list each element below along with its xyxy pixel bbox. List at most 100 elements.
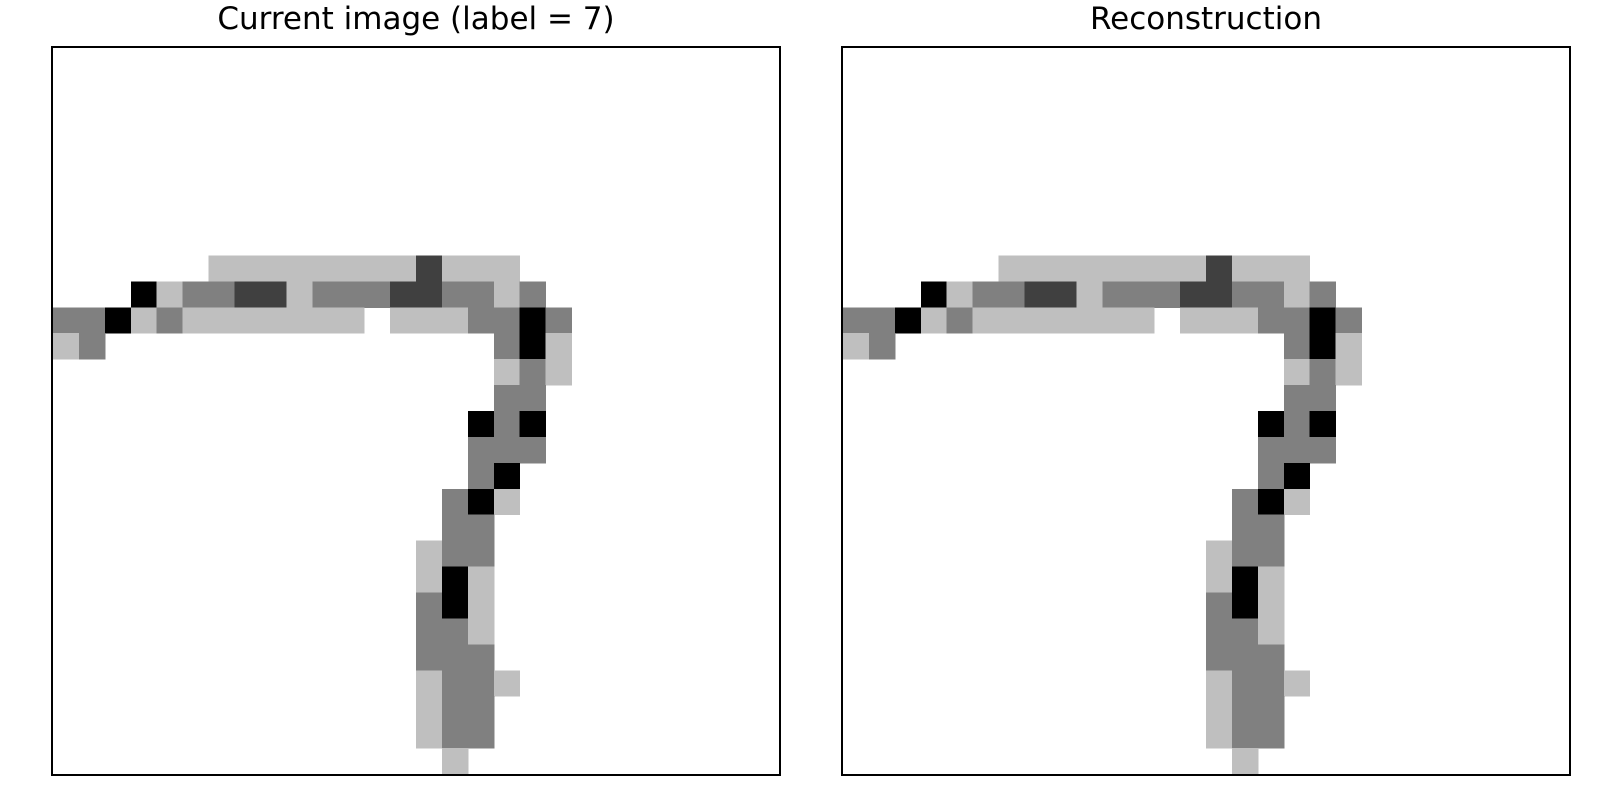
reconstruction-pixel-r20-c14 — [1206, 566, 1233, 594]
reconstruction-pixel-r9-c14 — [1206, 281, 1233, 308]
original-pixel-r16-c17 — [493, 462, 521, 490]
reconstruction-pixel-r10-c10 — [1102, 307, 1129, 334]
original-image-title: Current image (label = 7) — [217, 1, 615, 37]
original-pixel-r17-c17 — [493, 488, 521, 516]
reconstruction-pixel-r15-c17 — [1283, 436, 1311, 464]
original-pixel-r8-c10 — [312, 255, 339, 282]
reconstruction-pixel-r11-c18 — [1309, 333, 1337, 360]
original-pixel-r10-c19 — [545, 307, 573, 334]
reconstruction-pixel-r19-c15 — [1231, 540, 1259, 568]
reconstruction-pixels — [843, 255, 1363, 774]
original-pixel-r9-c18 — [519, 281, 547, 308]
original-pixel-r21-c15 — [441, 592, 469, 619]
original-image-axes — [51, 46, 781, 776]
original-pixel-r26-c16 — [467, 722, 495, 749]
reconstruction-pixel-r24-c17 — [1283, 670, 1311, 697]
reconstruction-pixel-r8-c15 — [1231, 255, 1259, 282]
reconstruction-pixel-r27-c15 — [1231, 748, 1259, 774]
reconstruction-pixel-r9-c7 — [1024, 281, 1051, 308]
reconstruction-pixel-r12-c17 — [1283, 359, 1311, 386]
reconstruction-pixel-r8-c9 — [1076, 255, 1103, 282]
original-pixel-r10-c16 — [467, 307, 495, 334]
reconstruction-pixel-r10-c16 — [1257, 307, 1285, 334]
original-pixel-r11-c19 — [545, 333, 573, 360]
reconstruction-pixel-r26-c15 — [1231, 722, 1259, 749]
reconstruction-pixel-r21-c15 — [1231, 592, 1259, 619]
original-pixel-r24-c16 — [467, 670, 495, 697]
original-pixel-r27-c15 — [441, 748, 469, 774]
original-pixel-r24-c15 — [441, 670, 469, 697]
original-pixel-r19-c16 — [467, 540, 495, 568]
original-pixel-r8-c6 — [208, 255, 236, 282]
reconstruction-pixel-r25-c14 — [1206, 696, 1233, 723]
original-pixel-r12-c18 — [519, 359, 547, 386]
original-pixel-r19-c15 — [441, 540, 469, 568]
original-pixel-r9-c17 — [493, 281, 521, 308]
reconstruction-pixel-r19-c14 — [1206, 540, 1233, 568]
original-pixel-r20-c14 — [416, 566, 443, 594]
reconstruction-pixel-r9-c16 — [1257, 281, 1285, 308]
reconstruction-pixel-r25-c16 — [1257, 696, 1285, 723]
original-pixel-r10-c11 — [338, 307, 365, 334]
reconstruction-pixel-r10-c14 — [1206, 307, 1233, 334]
original-pixel-r10-c0 — [53, 307, 80, 334]
original-pixel-r14-c16 — [467, 411, 495, 438]
reconstruction-pixel-r8-c13 — [1180, 255, 1207, 282]
reconstruction-pixel-r9-c4 — [946, 281, 974, 308]
original-pixel-r18-c16 — [467, 514, 495, 542]
reconstruction-pixel-r10-c1 — [868, 307, 896, 334]
reconstruction-pixel-r16-c17 — [1283, 462, 1311, 490]
original-pixel-r10-c15 — [441, 307, 469, 334]
original-pixel-r8-c16 — [467, 255, 495, 282]
reconstruction-pixel-r12-c18 — [1309, 359, 1337, 386]
reconstruction-pixel-r21-c16 — [1257, 592, 1285, 619]
reconstruction-pixel-r10-c19 — [1335, 307, 1363, 334]
original-pixel-r9-c6 — [208, 281, 236, 308]
original-pixel-r20-c15 — [441, 566, 469, 594]
original-pixel-r10-c9 — [286, 307, 313, 334]
reconstruction-pixel-r9-c10 — [1102, 281, 1129, 308]
reconstruction-pixel-r15-c18 — [1309, 436, 1337, 464]
original-pixel-r25-c16 — [467, 696, 495, 723]
reconstruction-pixel-r9-c9 — [1076, 281, 1103, 308]
reconstruction-pixel-r9-c3 — [920, 281, 948, 308]
reconstruction-pixel-r11-c17 — [1283, 333, 1311, 360]
reconstruction-panel: Reconstruction — [841, 0, 1571, 790]
original-pixel-r15-c16 — [467, 436, 495, 464]
original-pixel-r9-c8 — [260, 281, 287, 308]
original-pixel-r9-c7 — [234, 281, 261, 308]
original-pixel-r11-c1 — [78, 333, 106, 360]
reconstruction-pixel-r9-c11 — [1128, 281, 1155, 308]
original-pixel-r18-c15 — [441, 514, 469, 542]
reconstruction-pixel-r10-c6 — [998, 307, 1026, 334]
reconstruction-pixel-r9-c17 — [1283, 281, 1311, 308]
original-pixel-r26-c14 — [416, 722, 443, 749]
reconstruction-pixel-r10-c3 — [920, 307, 948, 334]
original-pixel-r9-c11 — [338, 281, 365, 308]
original-pixel-r13-c18 — [519, 385, 547, 412]
original-pixel-r25-c15 — [441, 696, 469, 723]
original-pixel-r8-c12 — [364, 255, 391, 282]
original-pixel-r9-c14 — [416, 281, 443, 308]
original-pixel-r9-c4 — [156, 281, 184, 308]
reconstruction-pixel-r10-c8 — [1050, 307, 1077, 334]
reconstruction-pixel-r10-c0 — [843, 307, 870, 334]
reconstruction-pixel-r19-c16 — [1257, 540, 1285, 568]
original-pixel-r15-c18 — [519, 436, 547, 464]
original-pixel-r23-c16 — [467, 644, 495, 671]
original-pixel-r10-c1 — [78, 307, 106, 334]
original-pixel-r8-c14 — [416, 255, 443, 282]
reconstruction-pixel-r9-c6 — [998, 281, 1026, 308]
reconstruction-title: Reconstruction — [1089, 1, 1322, 37]
reconstruction-pixel-r13-c18 — [1309, 385, 1337, 412]
reconstruction-pixel-r10-c13 — [1180, 307, 1207, 334]
reconstruction-pixel-r10-c15 — [1231, 307, 1259, 334]
original-pixel-r23-c15 — [441, 644, 469, 671]
reconstruction-pixel-r10-c11 — [1128, 307, 1155, 334]
original-pixel-r10-c8 — [260, 307, 287, 334]
reconstruction-pixel-r10-c18 — [1309, 307, 1337, 334]
reconstruction-pixel-r11-c1 — [868, 333, 896, 360]
original-pixel-r10-c17 — [493, 307, 521, 334]
original-pixel-r16-c16 — [467, 462, 495, 490]
reconstruction-pixel-r26-c16 — [1257, 722, 1285, 749]
